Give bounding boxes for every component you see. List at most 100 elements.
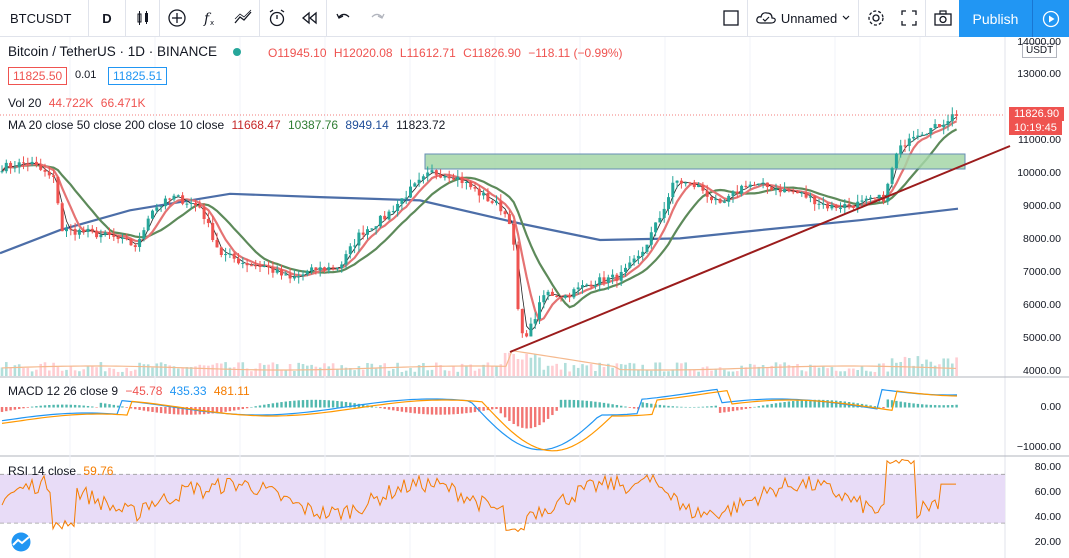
macd-histogram-bar [736, 407, 739, 411]
volume-bar [753, 364, 756, 376]
volume-bar [168, 365, 171, 376]
expand-icon[interactable] [892, 0, 925, 37]
layout-selector[interactable]: Unnamed [748, 0, 858, 37]
macd-histogram-bar [946, 405, 950, 408]
macd-histogram-bar [882, 407, 885, 409]
candle-body [215, 240, 219, 248]
volume-bar [602, 366, 606, 376]
volume-legend[interactable]: Vol 20 44.722K 66.471K [8, 96, 150, 110]
macd-axis-label: −1000.00 [1016, 441, 1061, 453]
trendline[interactable] [509, 145, 1011, 353]
volume-bar [865, 370, 868, 376]
candle-body [456, 176, 460, 180]
candle-body [783, 189, 787, 193]
sell-price-button[interactable]: 11825.50 [8, 67, 68, 85]
redo-icon[interactable] [360, 0, 393, 37]
volume-bar [791, 365, 795, 376]
macd-histogram-bar [826, 400, 829, 408]
symbol-search[interactable]: BTCUSDT [10, 10, 72, 26]
volume-bar [740, 365, 743, 376]
macd-histogram-bar [718, 407, 722, 413]
candle-body [839, 208, 842, 210]
candle-body [744, 185, 748, 188]
volume-bar [718, 367, 722, 376]
change-value: −118.11 (−0.99%) [528, 46, 623, 60]
compare-icon[interactable] [226, 0, 259, 37]
macd-histogram-bar [564, 399, 567, 408]
currency-label[interactable]: USDT [1022, 43, 1058, 58]
candle-body [262, 266, 266, 268]
candles-icon[interactable] [126, 0, 159, 37]
publish-button[interactable]: Publish [959, 0, 1032, 37]
macd-histogram-bar [521, 407, 524, 428]
tradingview-logo[interactable] [8, 532, 34, 552]
volume-bar [787, 364, 791, 376]
volume-bar [181, 367, 184, 376]
volume-bar [482, 364, 485, 376]
macd-histogram-bar [933, 405, 937, 408]
macd-histogram-bar [48, 405, 51, 408]
replay-icon[interactable] [293, 0, 326, 37]
candle-body [439, 174, 443, 178]
volume-ma-line [1, 350, 957, 371]
candle-body [593, 284, 597, 287]
play-icon[interactable] [1032, 0, 1069, 37]
macd-histogram-bar [602, 402, 606, 408]
volume-bar [852, 368, 855, 376]
ma-legend[interactable]: MA 20 close 50 close 200 close 10 close … [8, 118, 449, 132]
volume-bar [271, 362, 275, 376]
volume-bar [60, 370, 64, 376]
candle-body [851, 205, 855, 208]
macd-histogram-bar [817, 399, 821, 408]
candle-body [520, 308, 524, 334]
macd-histogram-bar [233, 407, 236, 411]
macd-histogram-bar [340, 401, 343, 408]
resistance-zone[interactable] [424, 153, 966, 170]
candle-body [387, 211, 391, 220]
macd-signal-line [1, 389, 958, 452]
resistance-zone-rect [424, 153, 966, 170]
chart-canvas[interactable] [0, 37, 1069, 558]
candle-body [748, 184, 752, 188]
camera-icon[interactable] [926, 0, 959, 37]
alert-icon[interactable] [260, 0, 293, 37]
macd-histogram-bar [572, 399, 576, 408]
volume-bar [392, 368, 395, 376]
buy-price-button[interactable]: 11825.51 [108, 67, 168, 85]
candle-body [108, 232, 111, 236]
fullscreen-icon[interactable] [714, 0, 747, 37]
volume-bar [383, 363, 386, 376]
candle-body [821, 203, 825, 205]
candle-body [323, 267, 326, 271]
settings-icon[interactable] [859, 0, 892, 37]
candle-body [353, 245, 357, 247]
volume-bar [667, 371, 670, 376]
macd-histogram-bar [331, 400, 335, 408]
rsi-legend[interactable]: RSI 14 close 59.76 [8, 464, 117, 478]
candle-body [159, 206, 163, 208]
volume-bar [387, 370, 391, 376]
macd-histogram-bar [787, 401, 791, 408]
volume-value: 44.722K [48, 96, 94, 110]
candle-body [654, 222, 658, 233]
macd-histogram-bar [942, 405, 945, 408]
interval-selector[interactable]: D [102, 10, 112, 26]
macd-legend[interactable]: MACD 12 26 close 9 −45.78 435.33 481.11 [8, 384, 254, 398]
volume-bar [516, 358, 520, 376]
price-axis-label: 9000.00 [1023, 200, 1061, 212]
macd-histogram-bar [22, 407, 25, 409]
candle-body [929, 128, 933, 135]
symbol-title: Bitcoin / TetherUS · 1D · BINANCE [8, 44, 245, 59]
candle-body [770, 187, 774, 191]
macd-histogram-bar [516, 407, 520, 427]
add-indicator-icon[interactable] [160, 0, 193, 37]
volume-bar [361, 369, 365, 376]
volume-bar [938, 364, 941, 376]
macd-histogram-bar [327, 400, 330, 408]
candle-body [292, 276, 296, 279]
candle-body [280, 269, 283, 276]
undo-icon[interactable] [327, 0, 360, 37]
candle-body [434, 170, 438, 175]
